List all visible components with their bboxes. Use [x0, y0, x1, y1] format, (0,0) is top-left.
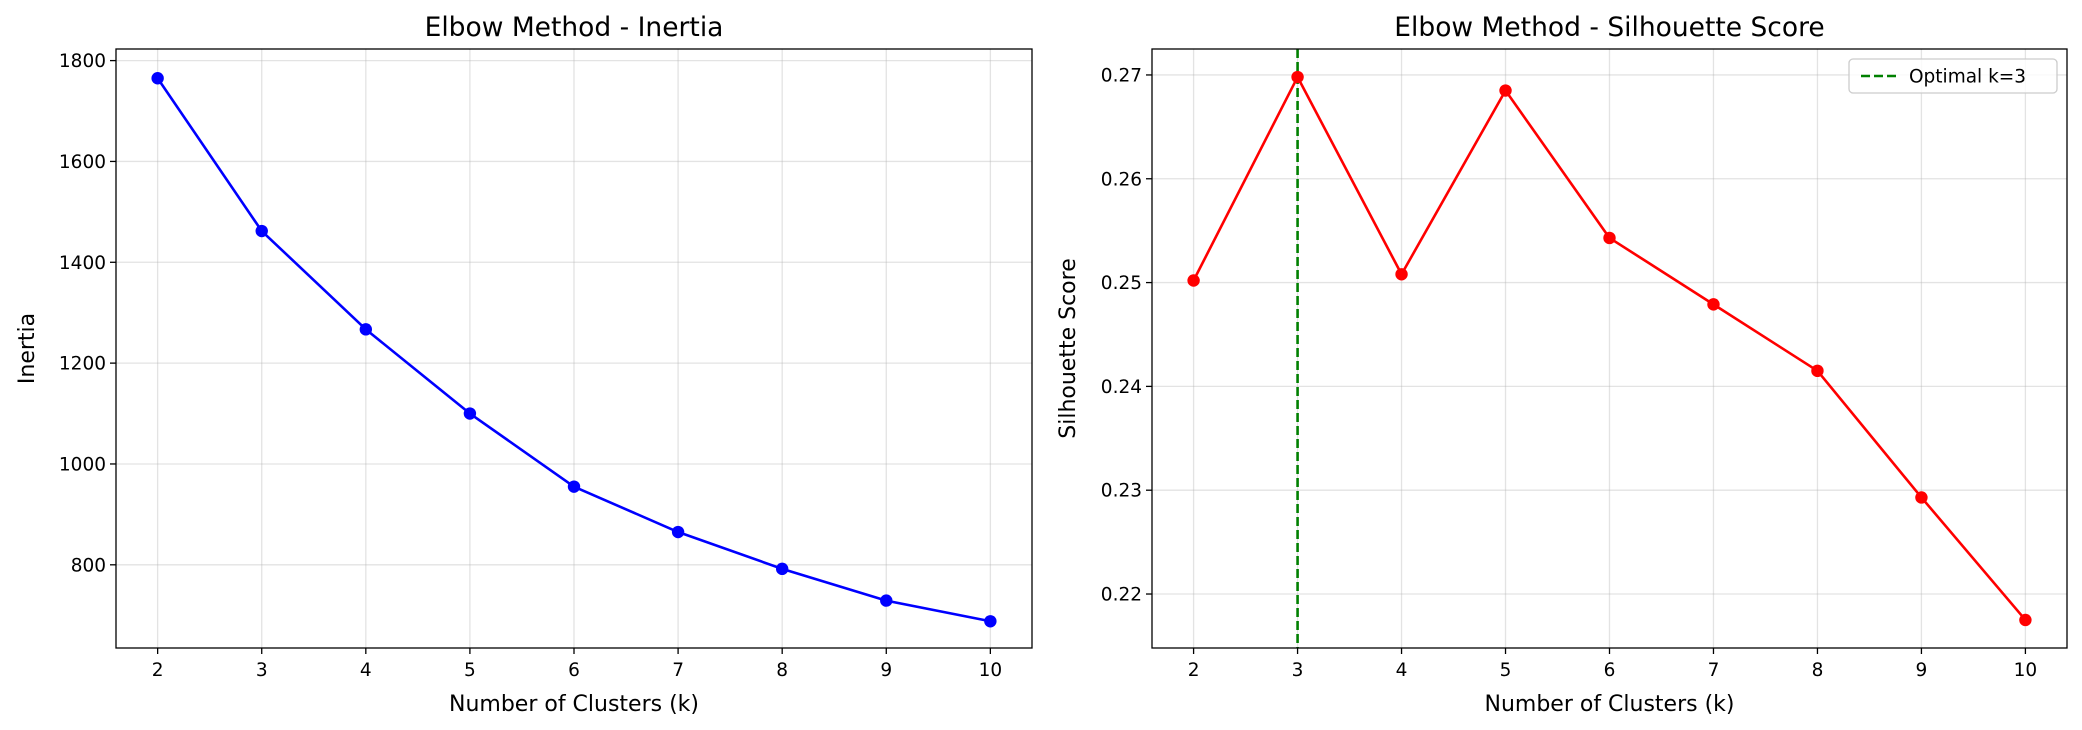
- x-tick-label: 4: [360, 660, 372, 681]
- data-point: [2019, 613, 2032, 627]
- legend-label: Optimal k=3: [1909, 67, 2026, 88]
- y-tick-label: 800: [71, 555, 106, 576]
- ticks: 2 3 4 5 6 7 8 9 10 800 1000 1200 1400 1600 1800: [59, 51, 1002, 681]
- data-point: [463, 407, 477, 420]
- x-axis-label: Number of Clusters (k): [1484, 692, 1734, 717]
- inertia-chart: Elbow Method - Inertia Number of Cluster…: [15, 12, 1033, 717]
- data-point: [1707, 298, 1720, 311]
- data-point: [151, 72, 164, 85]
- y-axis-label: Inertia: [15, 313, 40, 384]
- data-point: [1291, 70, 1304, 84]
- data-point: [1395, 268, 1408, 281]
- x-tick-label: 10: [979, 660, 1003, 681]
- x-tick-label: 5: [1500, 660, 1512, 681]
- y-tick-label: 1000: [59, 454, 106, 475]
- data-point: [984, 615, 997, 628]
- legend-box: [1848, 58, 2058, 94]
- data-point: [359, 323, 373, 336]
- x-tick-label: 9: [880, 660, 892, 681]
- ticks: 2 3 4 5 6 7 8 9 10 0.22 0.23 0.24 0.25 0.26 0.27: [1101, 65, 2037, 681]
- axes-frame: [1151, 48, 2068, 649]
- data-point: [255, 224, 268, 238]
- data-point: [775, 562, 789, 576]
- x-tick-label: 3: [1292, 660, 1304, 681]
- data-point: [880, 594, 893, 607]
- data-point: [1811, 364, 1824, 378]
- x-tick-label: 7: [672, 660, 684, 681]
- data-point: [1915, 491, 1928, 504]
- y-tick-label: 0.25: [1101, 273, 1142, 294]
- y-tick-label: 1200: [59, 354, 106, 375]
- chart-title: Elbow Method - Silhouette Score: [1394, 12, 1824, 43]
- x-tick-label: 3: [256, 660, 268, 681]
- x-tick-label: 8: [1812, 660, 1824, 681]
- y-tick-label: 1800: [59, 51, 106, 72]
- y-tick-label: 0.23: [1101, 481, 1142, 502]
- x-tick-label: 6: [568, 660, 580, 681]
- data-point: [1499, 84, 1512, 97]
- x-tick-label: 6: [1604, 660, 1616, 681]
- axes-frame: [115, 48, 1033, 649]
- data-point: [567, 480, 581, 493]
- x-axis-label: Number of Clusters (k): [449, 692, 699, 717]
- y-tick-label: 1600: [59, 152, 106, 173]
- x-tick-label: 2: [1188, 660, 1200, 681]
- y-tick-label: 1400: [59, 253, 106, 274]
- y-axis-label: Silhouette Score: [1056, 258, 1081, 438]
- x-tick-label: 7: [1708, 660, 1720, 681]
- grid: [1152, 49, 2067, 648]
- legend: Optimal k=3: [1848, 58, 2058, 94]
- y-tick-label: 0.26: [1101, 169, 1142, 190]
- x-tick-label: 2: [152, 660, 164, 681]
- x-tick-label: 8: [776, 660, 788, 681]
- y-tick-label: 0.24: [1101, 377, 1142, 398]
- y-tick-label: 0.22: [1101, 585, 1142, 606]
- chart-title: Elbow Method - Inertia: [425, 12, 724, 43]
- x-tick-label: 5: [464, 660, 476, 681]
- data-point: [1603, 231, 1616, 245]
- silhouette-chart: Elbow Method - Silhouette Score Number o…: [1056, 12, 2068, 717]
- data-point: [1187, 274, 1200, 287]
- x-tick-label: 10: [2014, 660, 2038, 681]
- x-tick-label: 4: [1396, 660, 1408, 681]
- x-tick-label: 9: [1916, 660, 1928, 681]
- data-point: [671, 525, 685, 539]
- y-tick-label: 0.27: [1101, 65, 1142, 86]
- grid: [116, 49, 1032, 648]
